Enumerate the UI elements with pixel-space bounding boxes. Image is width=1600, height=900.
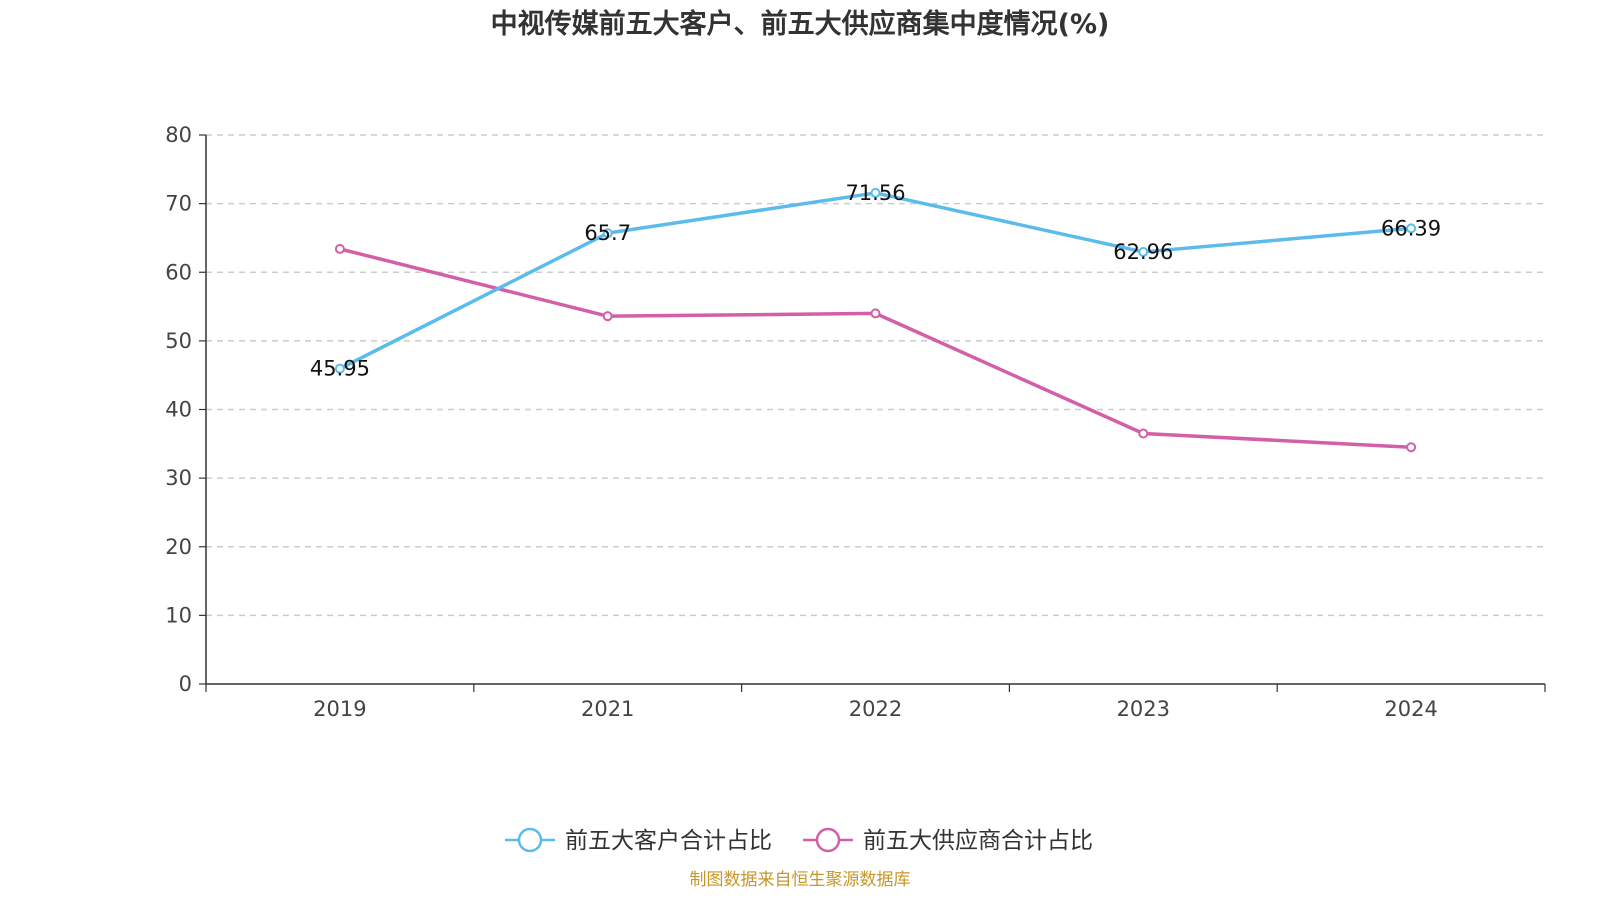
x-tick-label-2021: 2021 <box>581 697 634 721</box>
series-lines <box>334 187 1417 453</box>
y-tick-label-0: 0 <box>179 672 192 696</box>
data-labels: 45.95 65.7 71.56 62.96 66.39 <box>310 181 1441 381</box>
data-label-0-2021: 65.7 <box>584 221 631 245</box>
legend-item-1[interactable]: 前五大供应商合计占比 <box>803 827 1093 854</box>
data-point-0-2022 <box>870 187 881 198</box>
grid-lines <box>206 134 1545 617</box>
legend-marker-icon-0 <box>517 827 543 853</box>
y-tick-label-10: 10 <box>165 603 192 627</box>
data-point-1-2021 <box>602 311 613 322</box>
data-point-1-2024 <box>1406 442 1417 453</box>
data-label-0-2024: 66.39 <box>1381 216 1441 240</box>
series-1 <box>334 243 1417 453</box>
chart-title: 中视传媒前五大客户、前五大供应商集中度情况(%) <box>491 8 1110 40</box>
series-0 <box>334 187 1417 374</box>
data-point-0-2023 <box>1138 246 1149 257</box>
series-line-0 <box>339 191 1412 371</box>
x-tick-label-2022: 2022 <box>849 697 902 721</box>
data-point-0-2021 <box>602 228 613 239</box>
y-tick-label-50: 50 <box>165 329 192 353</box>
legend-marker-icon-1 <box>815 827 841 853</box>
y-tick-label-60: 60 <box>165 260 192 284</box>
legend[interactable]: 前五大客户合计占比 前五大供应商合计占比 <box>505 827 1093 854</box>
legend-label-0: 前五大客户合计占比 <box>565 828 772 854</box>
y-tick-label-30: 30 <box>165 466 192 490</box>
y-tick-label-20: 20 <box>165 535 192 559</box>
data-point-1-2022 <box>870 308 881 319</box>
y-tick-label-40: 40 <box>165 398 192 422</box>
data-point-0-2024 <box>1406 223 1417 234</box>
y-tick-label-70: 70 <box>165 192 192 216</box>
x-tick-label-2023: 2023 <box>1117 697 1170 721</box>
axes: 0 10 20 30 40 50 60 70 80 2019 2021 2022 2023 2024 <box>165 123 1546 721</box>
data-point-1-2019 <box>334 243 345 254</box>
data-label-0-2019: 45.95 <box>310 357 370 381</box>
legend-item-0[interactable]: 前五大客户合计占比 <box>505 827 772 854</box>
data-label-0-2023: 62.96 <box>1113 240 1173 264</box>
x-tick-label-2024: 2024 <box>1384 697 1437 721</box>
data-point-1-2023 <box>1138 428 1149 439</box>
x-tick-label-2019: 2019 <box>313 697 366 721</box>
source-note: 制图数据来自恒生聚源数据库 <box>690 870 911 890</box>
series-line-1 <box>339 247 1412 449</box>
legend-label-1: 前五大供应商合计占比 <box>863 828 1093 854</box>
y-tick-label-80: 80 <box>165 123 192 147</box>
data-label-0-2022: 71.56 <box>845 181 905 205</box>
data-point-0-2019 <box>334 363 345 374</box>
